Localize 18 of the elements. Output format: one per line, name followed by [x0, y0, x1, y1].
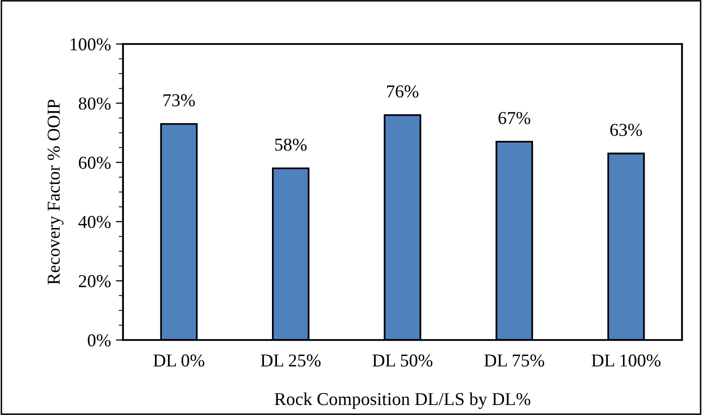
y-tick-label: 60%	[78, 156, 111, 169]
x-axis-title: Rock Composition DL/LS by DL%	[274, 392, 530, 409]
x-tick-label: DL 50%	[372, 354, 432, 367]
x-tick-label: DL 100%	[592, 354, 660, 367]
y-tick-label: 20%	[78, 275, 111, 288]
y-tick-label: 40%	[78, 216, 111, 228]
y-tick-label: 100%	[70, 38, 111, 50]
x-tick-label: DL 25%	[260, 354, 321, 367]
y-tick-label: 0%	[88, 334, 111, 346]
x-tick-label: DL 75%	[484, 354, 544, 367]
data-label: 63%	[610, 124, 642, 136]
x-tick-label: DL 0%	[153, 354, 204, 367]
data-label: 58%	[275, 138, 307, 151]
y-axis-title: Recovery Factor % OOIP	[48, 100, 64, 284]
data-label: 73%	[164, 94, 195, 106]
data-label: 76%	[387, 85, 418, 98]
y-tick-label: 80%	[78, 97, 111, 110]
data-label: 67%	[498, 112, 530, 124]
